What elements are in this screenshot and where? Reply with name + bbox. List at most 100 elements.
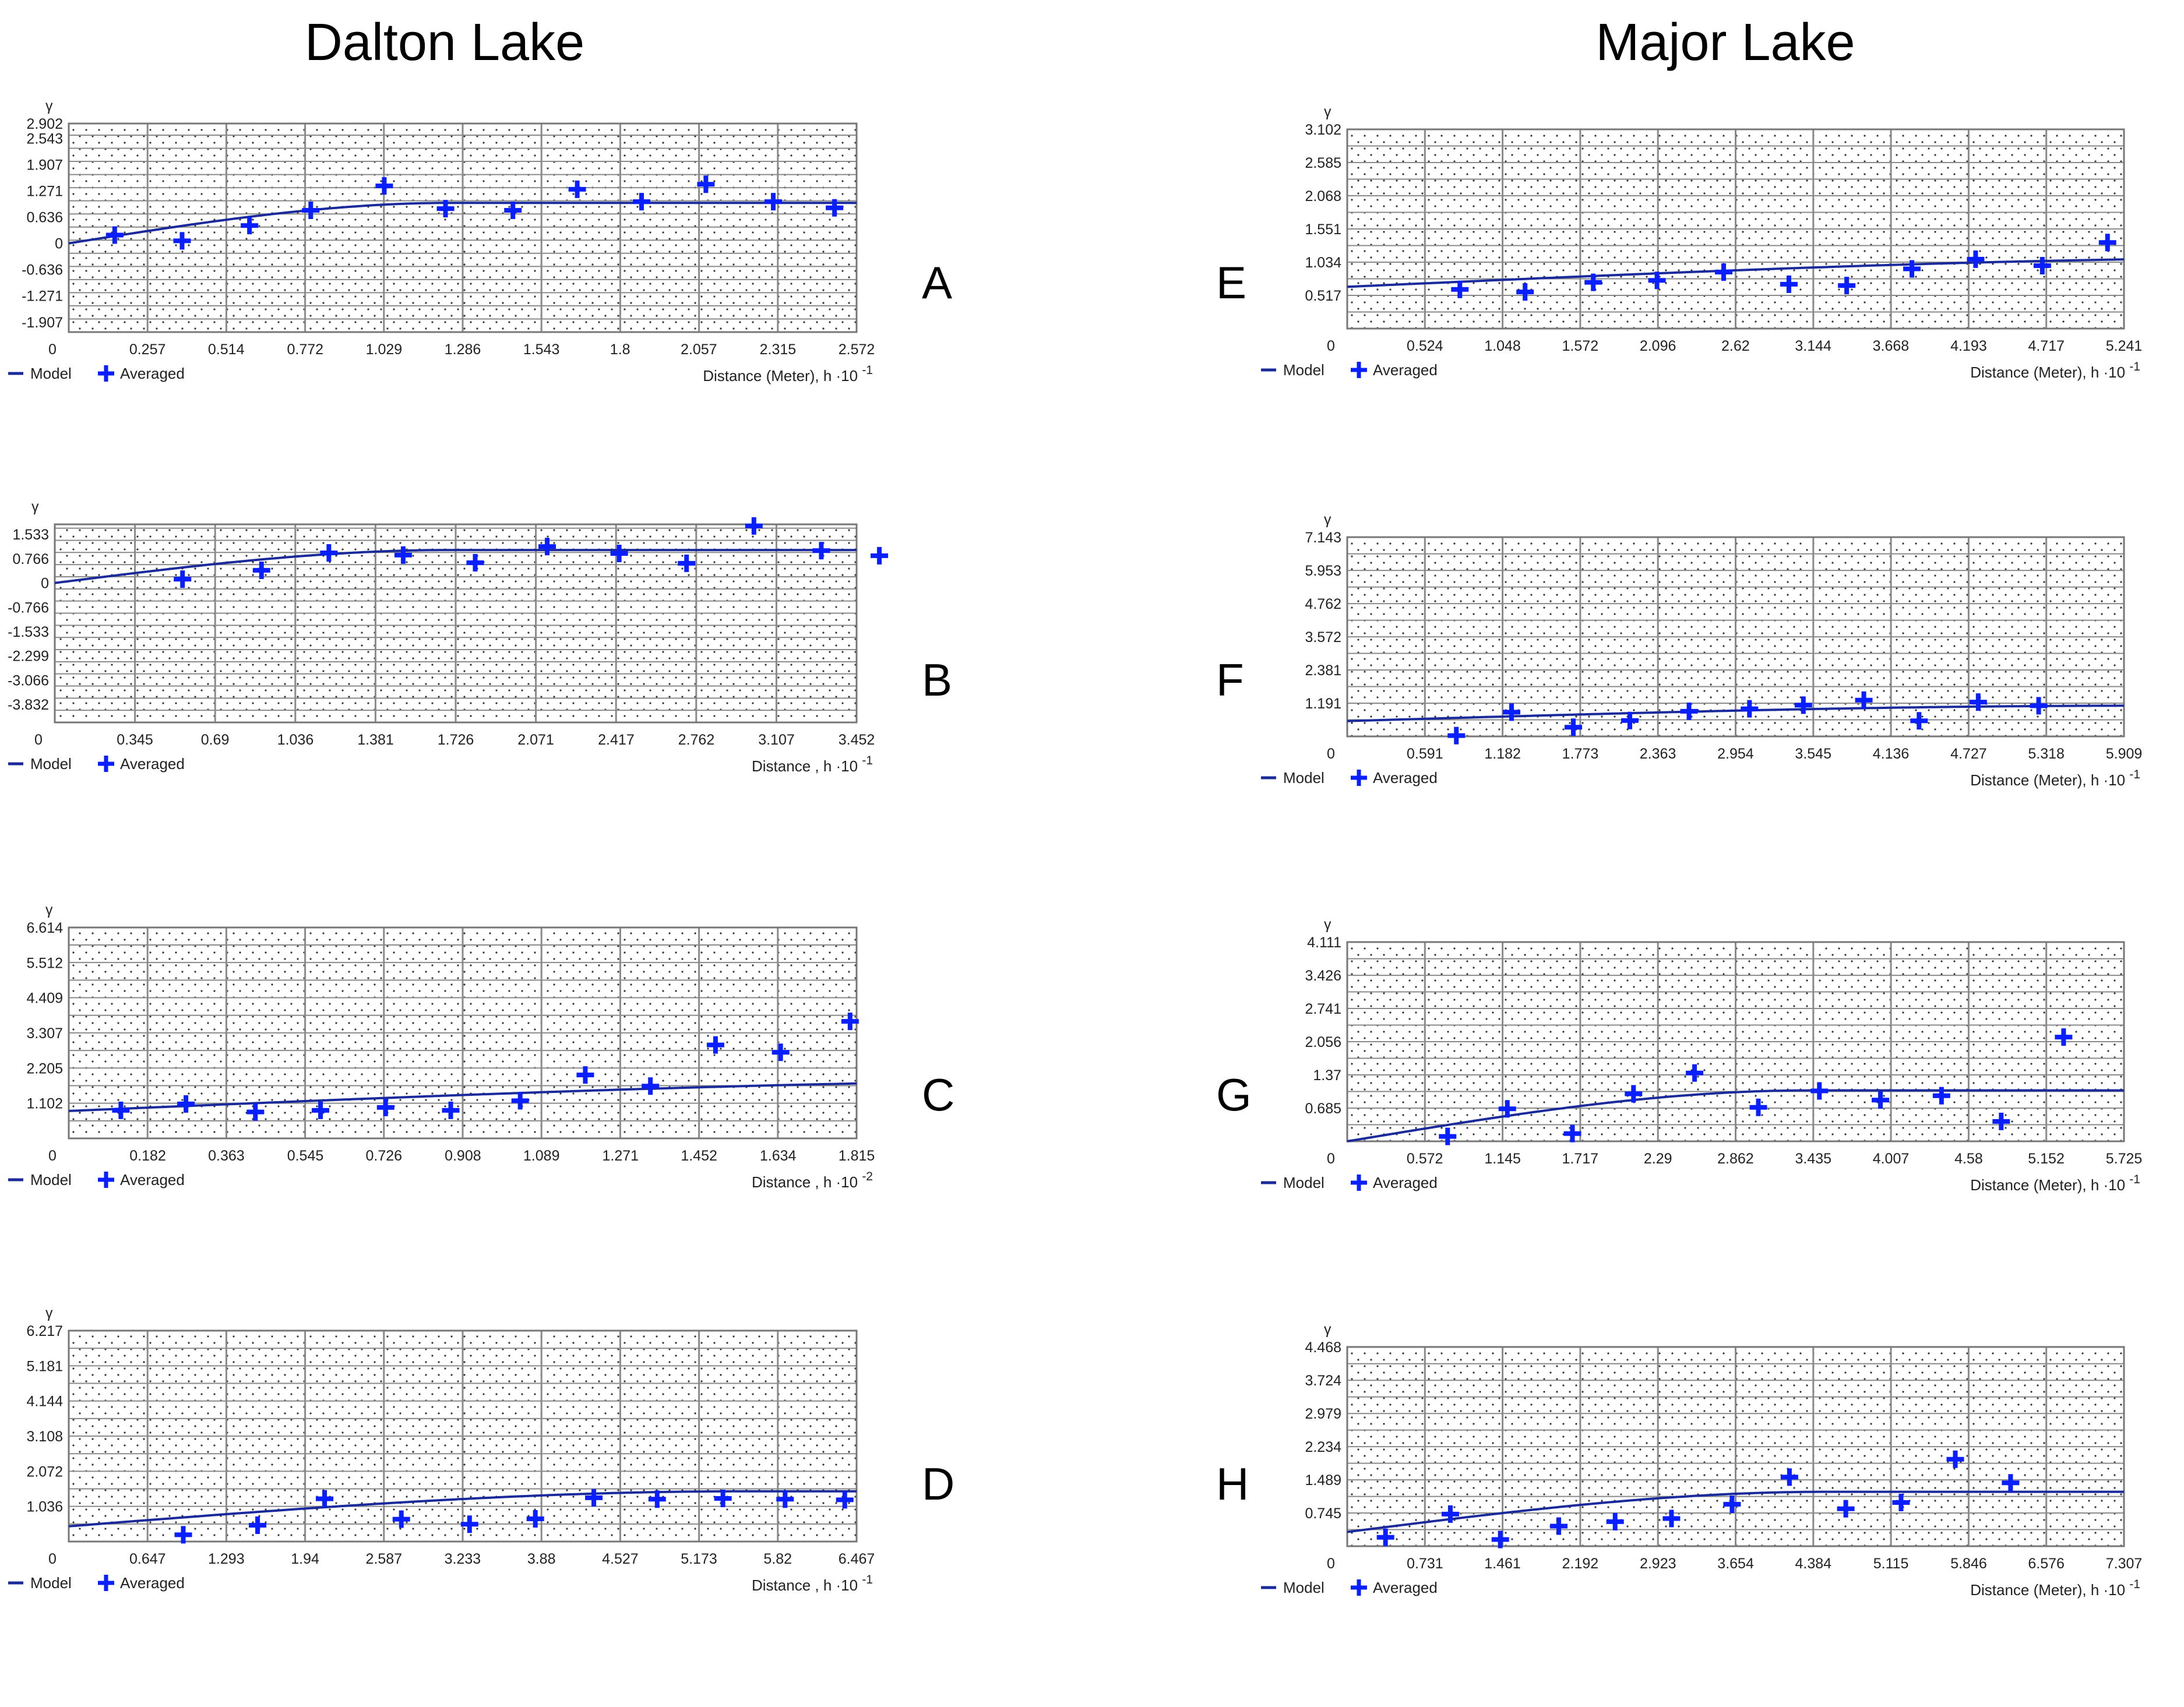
x-tick-label-b: 0.69 bbox=[201, 732, 230, 748]
semivariogram-c: γ 6.614 5.512 4.409 3.307 2.205 1.102 0 0.182 0.3… bbox=[8, 902, 875, 1191]
x-tick-label-g: 5.152 bbox=[2028, 1151, 2065, 1167]
y-tick-label-f: 5.953 bbox=[1305, 563, 1341, 579]
y-tick-label-h: 1.489 bbox=[1305, 1472, 1341, 1489]
averaged-point-c bbox=[442, 1101, 460, 1119]
plot-frame-d bbox=[68, 1329, 858, 1543]
legend-model-label-a: Model bbox=[30, 365, 72, 382]
averaged-point-b bbox=[174, 570, 192, 588]
y-tick-label-a: 0 bbox=[55, 236, 63, 252]
averaged-point-h bbox=[1550, 1517, 1568, 1535]
legend-model-label-g: Model bbox=[1283, 1174, 1325, 1191]
y-tick-label-h: 2.979 bbox=[1305, 1406, 1341, 1422]
x-tick-label-a: 1.8 bbox=[610, 341, 630, 358]
legend-averaged-label-f: Averaged bbox=[1373, 769, 1438, 787]
averaged-point-h bbox=[2002, 1474, 2020, 1492]
y-tick-label-b: -0.766 bbox=[8, 599, 49, 616]
dalton-lake-title: Dalton Lake bbox=[304, 13, 585, 72]
x-tick-label-c: 0.363 bbox=[208, 1148, 245, 1164]
semivariogram-f: γ 7.143 5.953 4.762 3.572 2.381 1.191 0 0.591 1.1… bbox=[1261, 512, 2143, 789]
y-axis-label-h: γ bbox=[1324, 1321, 1331, 1338]
averaged-point-f bbox=[1680, 702, 1698, 720]
model-curve-d bbox=[68, 1490, 857, 1528]
model-curve-f bbox=[1347, 704, 2124, 722]
x-tick-label-e: 0 bbox=[1327, 338, 1335, 354]
x-tick-label-d: 5.82 bbox=[763, 1551, 792, 1567]
averaged-point-g bbox=[1810, 1082, 1829, 1100]
legend-averaged-label-b: Averaged bbox=[120, 755, 185, 773]
x-tick-label-b: 1.036 bbox=[277, 732, 314, 748]
averaged-point-b bbox=[678, 554, 696, 572]
averaged-point-c bbox=[511, 1092, 529, 1110]
y-tick-label-f: 1.191 bbox=[1305, 696, 1341, 712]
x-tick-label-b: 3.107 bbox=[758, 732, 795, 748]
averaged-point-e bbox=[1715, 263, 1733, 281]
averaged-point-d bbox=[776, 1490, 794, 1508]
y-axis-label-g: γ bbox=[1324, 916, 1331, 933]
x-tick-label-h: 4.384 bbox=[1795, 1556, 1831, 1572]
panel-letter-e: E bbox=[1216, 257, 1247, 308]
averaged-point-f bbox=[2030, 697, 2048, 715]
averaged-point-e bbox=[1516, 283, 1534, 301]
y-tick-label-d: 3.108 bbox=[26, 1429, 63, 1445]
averaged-point-e bbox=[1451, 280, 1469, 298]
averaged-point-e bbox=[1838, 277, 1856, 295]
averaged-point-a bbox=[436, 200, 455, 218]
x-tick-label-f: 5.909 bbox=[2106, 746, 2143, 762]
x-tick-label-c: 1.271 bbox=[602, 1148, 639, 1164]
x-tick-label-a: 0 bbox=[48, 341, 57, 358]
averaged-point-d bbox=[648, 1490, 666, 1508]
averaged-point-c bbox=[706, 1036, 724, 1054]
x-axis-exponent-g: -1 bbox=[2129, 1173, 2140, 1186]
x-tick-label-d: 4.527 bbox=[602, 1551, 639, 1567]
averaged-point-b bbox=[610, 545, 628, 563]
x-tick-label-e: 0.524 bbox=[1407, 338, 1443, 354]
x-axis-exponent-a: -1 bbox=[862, 364, 873, 377]
x-tick-label-g: 0 bbox=[1327, 1151, 1335, 1167]
legend-model-label-b: Model bbox=[30, 755, 72, 773]
x-tick-label-h: 6.576 bbox=[2028, 1556, 2065, 1572]
averaged-point-g bbox=[1498, 1100, 1516, 1118]
legend-model-label-c: Model bbox=[30, 1171, 72, 1188]
averaged-point-d bbox=[836, 1491, 854, 1509]
averaged-point-d bbox=[460, 1515, 478, 1533]
x-tick-label-f: 2.954 bbox=[1717, 746, 1754, 762]
x-tick-label-h: 2.192 bbox=[1562, 1556, 1599, 1572]
plot-frame-c bbox=[68, 926, 858, 1140]
averaged-point-h bbox=[1780, 1468, 1798, 1486]
x-tick-label-d: 0 bbox=[48, 1551, 57, 1567]
x-axis-exponent-b: -1 bbox=[862, 754, 873, 767]
x-tick-label-c: 0.908 bbox=[445, 1148, 481, 1164]
panel-letter-a: A bbox=[922, 257, 953, 308]
averaged-point-g bbox=[1992, 1112, 2010, 1130]
legend-averaged-swatch-g bbox=[1351, 1175, 1367, 1191]
x-tick-label-a: 1.029 bbox=[366, 341, 403, 358]
averaged-point-h bbox=[1946, 1450, 1964, 1468]
averaged-point-d bbox=[249, 1516, 267, 1535]
x-tick-label-b: 2.071 bbox=[517, 732, 554, 748]
y-axis-label-b: γ bbox=[31, 499, 39, 515]
x-tick-label-f: 0.591 bbox=[1407, 746, 1443, 762]
averaged-point-g bbox=[1686, 1064, 1704, 1082]
x-tick-label-a: 2.315 bbox=[760, 341, 797, 358]
x-tick-label-c: 0.726 bbox=[366, 1148, 403, 1164]
averaged-point-e bbox=[2098, 234, 2116, 252]
y-tick-label-e: 1.034 bbox=[1305, 255, 1341, 271]
averaged-point-f bbox=[1621, 711, 1639, 729]
y-axis-label-f: γ bbox=[1324, 512, 1331, 528]
legend-model-label-h: Model bbox=[1283, 1579, 1325, 1596]
y-tick-label-b: -2.299 bbox=[8, 648, 49, 665]
averaged-point-c bbox=[376, 1098, 394, 1116]
legend-averaged-swatch-f bbox=[1351, 770, 1367, 786]
plot-frame-b bbox=[54, 523, 858, 724]
y-tick-label-e: 0.517 bbox=[1305, 288, 1341, 304]
x-tick-label-e: 3.144 bbox=[1795, 338, 1831, 354]
averaged-point-a bbox=[765, 193, 783, 211]
averaged-point-a bbox=[241, 217, 259, 235]
x-tick-label-b: 2.762 bbox=[678, 732, 715, 748]
x-tick-label-a: 1.543 bbox=[523, 341, 560, 358]
legend-averaged-swatch-b bbox=[98, 756, 114, 772]
legend-model-label-e: Model bbox=[1283, 361, 1325, 379]
x-axis-exponent-f: -1 bbox=[2129, 768, 2140, 781]
x-tick-label-h: 1.461 bbox=[1484, 1556, 1521, 1572]
averaged-point-b bbox=[252, 561, 270, 579]
